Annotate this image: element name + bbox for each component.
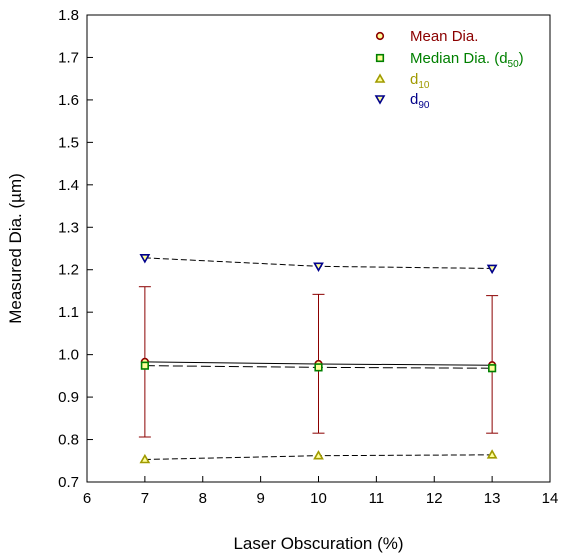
legend-label-3: d90 — [410, 91, 430, 111]
y-tick-label: 1.0 — [58, 347, 79, 364]
legend-label-subscript: 50 — [508, 59, 520, 70]
y-tick-label: 1.4 — [58, 177, 79, 194]
y-tick-label: 1.2 — [58, 262, 79, 279]
x-tick-label: 10 — [310, 490, 327, 507]
data-point-3-0 — [139, 254, 151, 264]
y-tick-label: 1.3 — [58, 219, 79, 236]
legend-label-text: Median Dia. (d — [410, 50, 508, 67]
legend-label-1: Median Dia. (d50) — [410, 50, 524, 70]
x-tick-label: 7 — [141, 490, 149, 507]
x-tick-label: 9 — [256, 490, 264, 507]
legend-label-text: d — [410, 71, 418, 88]
legend-marker-0 — [375, 31, 385, 41]
data-point-1-0 — [140, 361, 149, 370]
y-tick-label: 1.5 — [58, 134, 79, 151]
y-tick-label: 1.8 — [58, 7, 79, 24]
data-markers — [139, 254, 498, 464]
y-tick-label: 0.8 — [58, 432, 79, 449]
data-point-3-2 — [486, 264, 498, 275]
data-point-2-1 — [313, 450, 324, 460]
legend-label-text: Mean Dia. — [410, 28, 478, 45]
x-tick-label: 8 — [199, 490, 207, 507]
data-point-1-2 — [488, 364, 497, 373]
x-tick-label: 14 — [542, 490, 559, 507]
legend-marker-3 — [374, 95, 386, 105]
x-axis-title: Laser Obscuration (%) — [233, 534, 403, 553]
y-axis-ticks: 0.7 0.8 0.9 1.0 1.1 1.2 1.3 1.4 1.5 1.6 1.7 1.8 — [58, 7, 93, 491]
x-tick-label: 13 — [484, 490, 501, 507]
legend-marker-1 — [375, 53, 385, 63]
y-tick-label: 1.1 — [58, 304, 79, 321]
legend-label-text: d — [410, 91, 418, 108]
y-tick-label: 0.7 — [58, 474, 79, 491]
y-axis-title: Measured Dia. (µm) — [6, 173, 25, 324]
legend-label-suffix: ) — [519, 50, 524, 67]
x-tick-label: 6 — [83, 490, 91, 507]
data-point-2-0 — [139, 453, 151, 464]
legend-label-subscript: 10 — [418, 80, 430, 91]
y-tick-label: 0.9 — [58, 389, 79, 406]
x-axis-ticks: 6 7 8 9 10 11 12 13 14 — [83, 476, 559, 507]
legend-label-0: Mean Dia. — [410, 28, 478, 45]
legend-marker-2 — [374, 73, 386, 83]
x-tick-label: 11 — [369, 490, 385, 507]
x-tick-label: 12 — [426, 490, 443, 507]
legend-label-2: d10 — [410, 71, 430, 91]
data-point-1-1 — [314, 363, 323, 372]
data-point-3-1 — [313, 262, 324, 272]
y-tick-label: 1.6 — [58, 92, 79, 109]
data-point-2-2 — [486, 449, 498, 459]
legend-label-subscript: 90 — [418, 100, 430, 111]
y-tick-label: 1.7 — [58, 49, 79, 66]
